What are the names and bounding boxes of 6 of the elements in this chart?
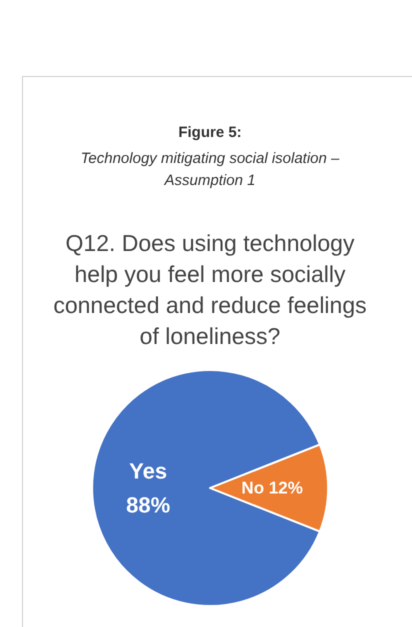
text: Q12. Does using technology help you feel more socially connected and reduce feelings of loneliness? <box>52 229 368 351</box>
chart-title: Figure 5: <box>177 124 243 141</box>
slice-label: No 12% <box>241 478 303 498</box>
chart-subtitle: Technology mitigating social isolation – Assumption 1 <box>80 149 340 191</box>
slice-label: Yes <box>129 458 168 484</box>
data-label: 88% <box>126 492 170 518</box>
